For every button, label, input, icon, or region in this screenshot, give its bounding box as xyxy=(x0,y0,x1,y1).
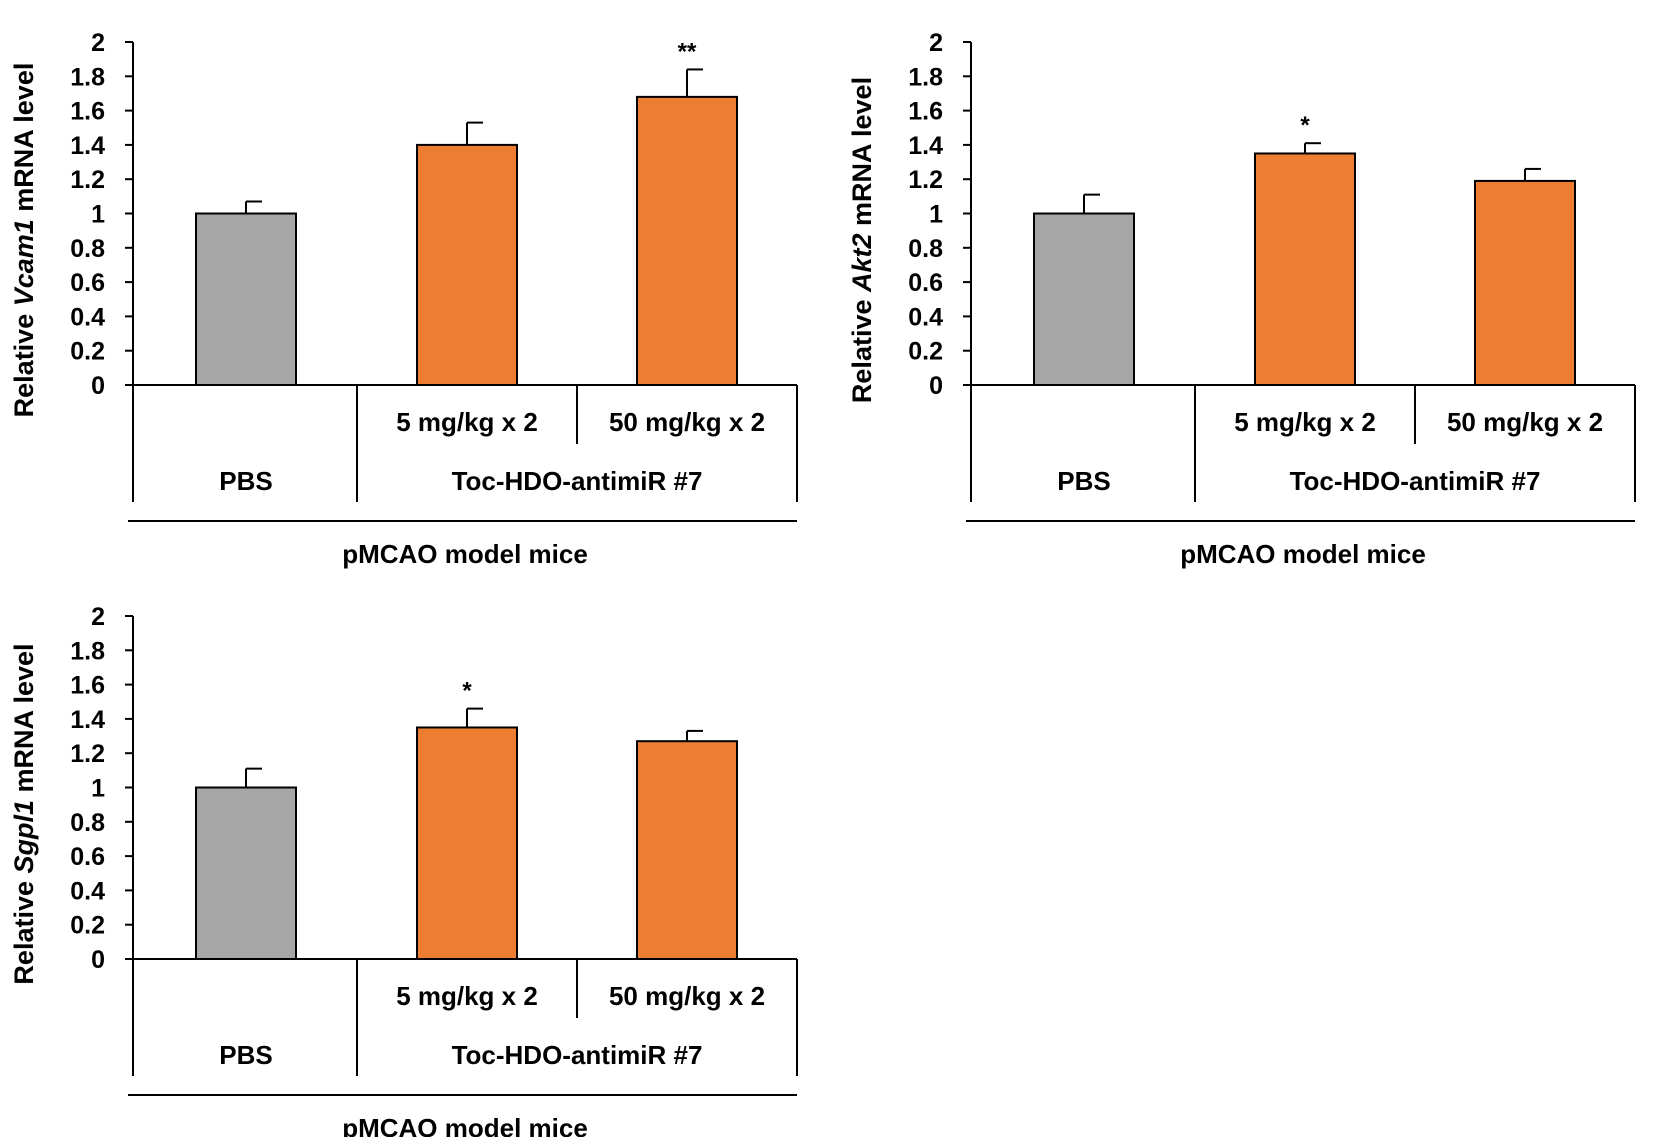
y-tick-label: 1.2 xyxy=(908,166,943,194)
y-axis-label-prefix: Relative xyxy=(9,306,39,417)
chart-panel-vcam1: 0 0.2 0.4 0.6 0.8 1 1.2 1.4 1.6 1.8 2 ** 5 mg/kg x 2… xyxy=(9,29,798,569)
dose-label: 50 mg/kg x 2 xyxy=(609,981,765,1011)
y-tick-label: 0 xyxy=(91,372,105,400)
bar xyxy=(636,95,738,386)
y-tick-label: 1.8 xyxy=(70,637,105,665)
dose-label: 5 mg/kg x 2 xyxy=(1234,407,1376,437)
y-tick-label: 1 xyxy=(91,201,105,229)
y-axis-label-suffix: mRNA level xyxy=(9,643,39,800)
y-tick-label: 0 xyxy=(929,372,943,400)
y-tick-label: 1.6 xyxy=(908,98,943,126)
y-tick-label: 0.4 xyxy=(70,877,105,905)
group-label-pbs: PBS xyxy=(219,1040,272,1070)
group-label-treatment: Toc-HDO-antimiR #7 xyxy=(452,466,703,496)
footer-label: pMCAO model mice xyxy=(1180,539,1426,569)
group-label-pbs: PBS xyxy=(1057,466,1110,496)
y-tick-label: 0.8 xyxy=(908,235,943,263)
y-tick-label: 0.4 xyxy=(908,303,943,331)
y-axis-label-gene: Akt2 xyxy=(847,233,877,293)
y-tick-label: 0.8 xyxy=(70,235,105,263)
bar xyxy=(195,212,297,386)
y-tick-label: 0.2 xyxy=(70,912,105,940)
chart-panel-sgpl1: 0 0.2 0.4 0.6 0.8 1 1.2 1.4 1.6 1.8 2 * 5 mg/kg x 2 5… xyxy=(9,603,798,1137)
y-tick-label: 1.4 xyxy=(70,132,105,160)
y-tick-label: 1 xyxy=(91,775,105,803)
y-axis-label: Relative Sgpl1 mRNA level xyxy=(9,643,39,984)
y-tick-label: 1.4 xyxy=(908,132,943,160)
y-axis-label-prefix: Relative xyxy=(9,874,39,985)
bar xyxy=(416,726,518,960)
significance-marker: * xyxy=(1300,112,1310,139)
chart-panel-akt2: 0 0.2 0.4 0.6 0.8 1 1.2 1.4 1.6 1.8 2 * 5 mg/kg x 2 5… xyxy=(847,29,1636,569)
significance-marker: * xyxy=(462,678,472,705)
y-tick-label: 0.2 xyxy=(908,338,943,366)
bar xyxy=(1254,152,1356,386)
bar xyxy=(1474,179,1576,386)
y-tick-label: 1.8 xyxy=(908,63,943,91)
bar xyxy=(636,740,738,960)
y-axis-label-gene: Sgpl1 xyxy=(9,800,39,874)
dose-label: 50 mg/kg x 2 xyxy=(1447,407,1603,437)
y-tick-label: 1.2 xyxy=(70,740,105,768)
y-tick-label: 0.2 xyxy=(70,338,105,366)
significance-marker: ** xyxy=(678,38,697,65)
y-axis-label: Relative Akt2 mRNA level xyxy=(847,77,877,403)
y-tick-label: 1.6 xyxy=(70,672,105,700)
y-tick-label: 2 xyxy=(91,29,105,57)
bar xyxy=(416,143,518,386)
bar xyxy=(195,786,297,960)
y-tick-label: 0.4 xyxy=(70,303,105,331)
y-tick-label: 0.6 xyxy=(70,269,105,297)
y-tick-label: 2 xyxy=(91,603,105,631)
y-tick-label: 1.4 xyxy=(70,706,105,734)
y-axis-label-gene: Vcam1 xyxy=(9,219,39,306)
footer-label: pMCAO model mice xyxy=(342,539,588,569)
y-tick-label: 1 xyxy=(929,201,943,229)
y-axis-label-suffix: mRNA level xyxy=(847,77,877,234)
y-axis-label-suffix: mRNA level xyxy=(9,63,39,220)
y-tick-label: 1.2 xyxy=(70,166,105,194)
y-tick-label: 1.8 xyxy=(70,63,105,91)
y-axis-label-prefix: Relative xyxy=(847,292,877,403)
y-tick-label: 1.6 xyxy=(70,98,105,126)
y-tick-label: 0.6 xyxy=(908,269,943,297)
dose-label: 5 mg/kg x 2 xyxy=(396,981,538,1011)
dose-label: 5 mg/kg x 2 xyxy=(396,407,538,437)
y-tick-label: 0 xyxy=(91,946,105,974)
y-tick-label: 0.6 xyxy=(70,843,105,871)
group-label-treatment: Toc-HDO-antimiR #7 xyxy=(1290,466,1541,496)
dose-label: 50 mg/kg x 2 xyxy=(609,407,765,437)
y-axis-label: Relative Vcam1 mRNA level xyxy=(9,63,39,418)
group-label-treatment: Toc-HDO-antimiR #7 xyxy=(452,1040,703,1070)
bar xyxy=(1033,212,1135,386)
group-label-pbs: PBS xyxy=(219,466,272,496)
y-tick-label: 0.8 xyxy=(70,809,105,837)
footer-label: pMCAO model mice xyxy=(342,1113,588,1137)
y-tick-label: 2 xyxy=(929,29,943,57)
